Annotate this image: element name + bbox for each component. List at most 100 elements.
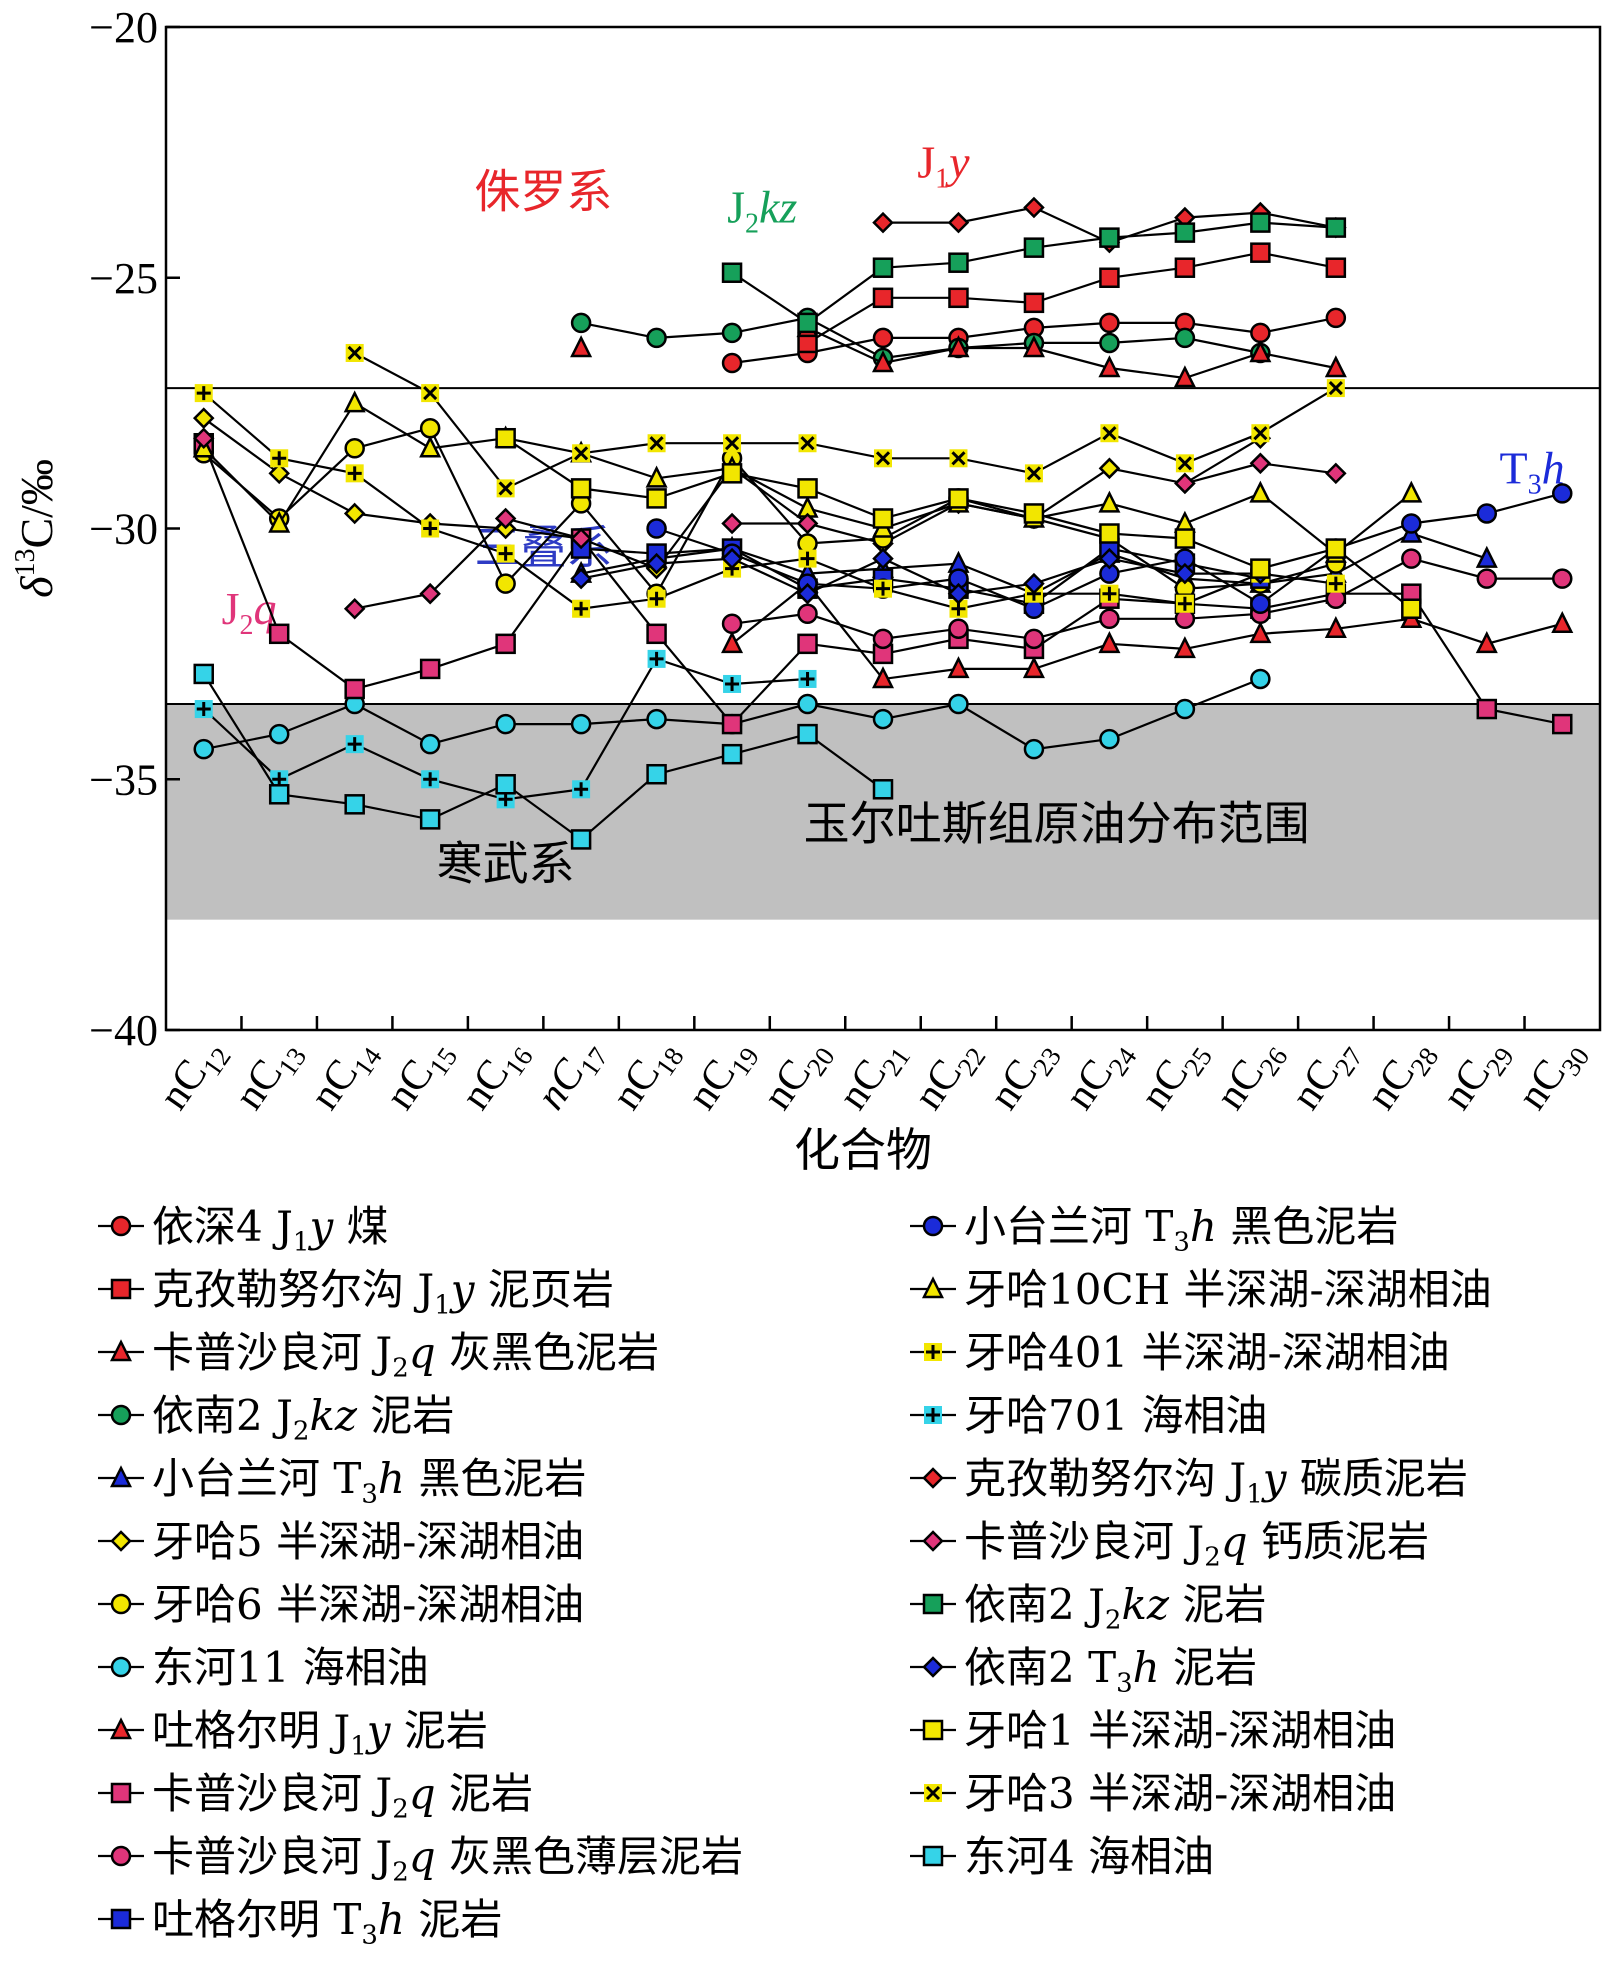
x-tick-label: nC16 — [453, 1029, 539, 1121]
legend-swatch — [910, 1276, 956, 1299]
x-tick-label: nC27 — [1283, 1029, 1369, 1121]
oil-range-band-layer — [166, 704, 1600, 920]
data-point — [1324, 616, 1347, 639]
data-point — [1024, 464, 1043, 483]
legend-swatch — [910, 1530, 956, 1552]
legend-marker — [922, 1719, 944, 1741]
legend-swatch — [98, 1530, 144, 1552]
marker-glyph — [196, 702, 211, 717]
series-18 — [721, 212, 1347, 334]
data-point — [872, 211, 894, 234]
data-point — [874, 449, 892, 468]
data-point — [419, 658, 441, 680]
data-point — [647, 434, 666, 453]
series-22 — [193, 663, 894, 850]
legend-label: 牙哈401 半深湖-深湖相油 — [964, 1328, 1450, 1377]
marker-glyph — [649, 651, 664, 666]
data-point — [495, 774, 516, 795]
legend-label: 东河11 海相油 — [152, 1643, 429, 1692]
data-point — [797, 633, 818, 655]
data-point — [1023, 572, 1045, 595]
data-point — [1400, 480, 1423, 503]
data-point — [948, 252, 969, 273]
data-point — [1552, 568, 1573, 589]
x-tick-label: nC12 — [151, 1029, 237, 1121]
legend-label: 依南2 J2kz 泥岩 — [152, 1391, 455, 1447]
legend-swatch — [98, 1908, 144, 1930]
data-point — [948, 618, 969, 640]
legend-label: 依深4 J1y 煤 — [152, 1202, 389, 1258]
data-point — [270, 770, 289, 789]
y-tick-label: −30 — [89, 505, 158, 554]
data-point — [572, 444, 591, 463]
data-point — [1174, 472, 1196, 495]
data-point — [872, 547, 894, 570]
series-19 — [570, 547, 1272, 605]
legend-label: 卡普沙良河 J2q 灰黑色薄层泥岩 — [152, 1832, 743, 1888]
legend-swatch — [910, 1215, 956, 1237]
marker-glyph — [196, 386, 211, 401]
legend-marker — [110, 1278, 132, 1300]
series-2 — [721, 570, 1574, 689]
legend-swatch — [910, 1593, 956, 1615]
marker-glyph — [498, 792, 513, 807]
marker-glyph — [1177, 456, 1192, 471]
data-point — [496, 544, 515, 563]
data-point — [721, 322, 743, 344]
series-line — [807, 326, 1337, 380]
series-17 — [192, 427, 1347, 620]
series-line — [202, 392, 1336, 610]
data-point — [1098, 490, 1121, 513]
legend-label: 东河4 海相油 — [964, 1832, 1215, 1881]
legend-swatch — [98, 1404, 144, 1426]
data-point — [194, 384, 213, 403]
data-point — [419, 435, 442, 458]
series-line — [202, 673, 884, 841]
data-point — [798, 434, 817, 453]
marker-glyph — [800, 551, 815, 566]
chart-annotation: 玉尔吐斯组原油分布范围 — [804, 798, 1310, 849]
data-point — [721, 463, 743, 484]
x-tick-label: nC13 — [226, 1029, 312, 1121]
x-tick-label: nC25 — [1132, 1029, 1218, 1121]
x-axis-label: 化合物 — [794, 1125, 932, 1176]
data-point — [1174, 698, 1196, 720]
data-point — [1476, 503, 1498, 524]
marker-glyph — [498, 546, 513, 561]
data-point — [194, 700, 213, 719]
data-point — [419, 582, 441, 605]
legend-swatch — [98, 1782, 144, 1804]
data-point — [421, 519, 440, 538]
marker-glyph — [423, 772, 438, 787]
legend-marker — [110, 1404, 132, 1426]
legend-swatch — [910, 1467, 956, 1489]
data-point — [1250, 242, 1271, 263]
data-point — [874, 579, 892, 598]
data-point — [495, 573, 516, 594]
data-point — [1326, 574, 1345, 593]
chart-annotation: J2q — [222, 583, 277, 641]
isotope-line-chart: −20−25−30−35−40nC12nC13nC14nC15nC16nC17n… — [10, 3, 1602, 1176]
data-point — [872, 779, 894, 800]
x-tick-label: nC17 — [528, 1029, 614, 1121]
data-point — [797, 723, 818, 745]
data-point — [345, 343, 364, 362]
legend-label: 卡普沙良河 J2q 泥岩 — [152, 1769, 533, 1825]
data-point — [419, 733, 441, 755]
data-point — [1476, 698, 1498, 720]
legend-marker — [109, 1339, 133, 1362]
data-point — [495, 427, 516, 449]
data-point — [419, 417, 441, 439]
data-point — [343, 597, 366, 620]
marker-glyph — [347, 737, 362, 752]
legend-marker — [110, 1656, 132, 1678]
data-point — [646, 327, 667, 349]
marker-glyph — [272, 451, 287, 466]
data-point — [1325, 217, 1347, 238]
series-line — [580, 557, 1261, 595]
legend-marker — [921, 1276, 945, 1299]
data-point — [1475, 545, 1498, 568]
x-tick-label: nC23 — [981, 1029, 1067, 1121]
legend-marker — [924, 1406, 942, 1424]
x-tick-label: nC19 — [679, 1029, 765, 1121]
